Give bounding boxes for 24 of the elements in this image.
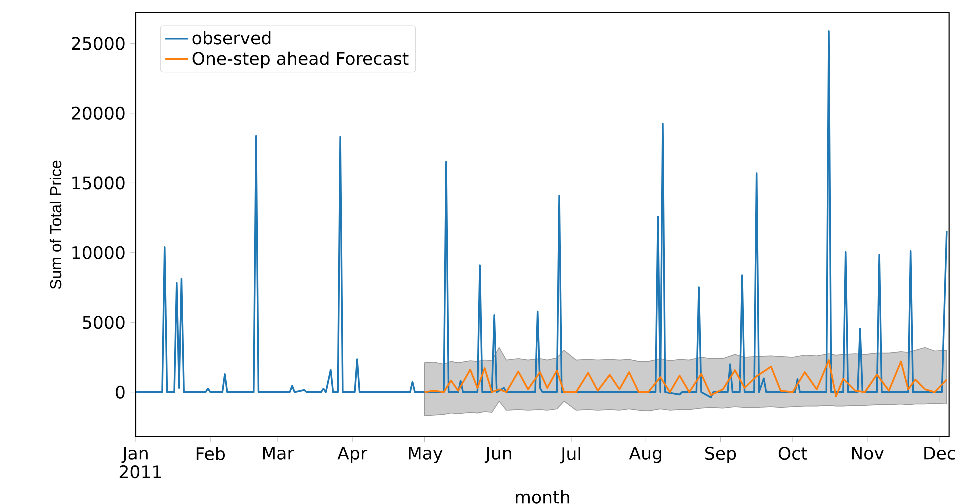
legend-label: One-step ahead Forecast	[192, 52, 409, 69]
y-tick-label: 0	[116, 386, 125, 399]
x-axis-title: month	[516, 490, 570, 504]
x-tick-label: Oct	[778, 447, 808, 460]
x-tick-label: Dec	[924, 447, 956, 460]
y-tick-label: 20000	[72, 106, 125, 120]
x-tick-label: Jan 2011	[120, 447, 162, 479]
x-tick-label: Jun	[484, 447, 512, 464]
x-tick-label: Nov	[852, 447, 884, 460]
y-axis-title: Sum of Total Price	[50, 160, 62, 290]
y-tick-label: 15000	[72, 176, 125, 190]
y-tick-label: 25000	[72, 37, 125, 50]
x-tick-label: Mar	[263, 447, 294, 460]
x-tick-label: Aug	[629, 447, 662, 464]
legend-label: observed	[192, 31, 271, 45]
y-tick-label: 10000	[72, 246, 125, 260]
line-series	[136, 30, 948, 399]
x-tick-label: May	[409, 447, 443, 464]
line-series	[424, 360, 948, 398]
y-tick-label: 5000	[83, 316, 125, 330]
x-tick-label: Sep	[706, 447, 736, 464]
x-tick-label: Jul	[560, 447, 580, 464]
x-tick-label: Apr	[338, 447, 368, 464]
x-tick-label: Feb	[196, 447, 226, 460]
